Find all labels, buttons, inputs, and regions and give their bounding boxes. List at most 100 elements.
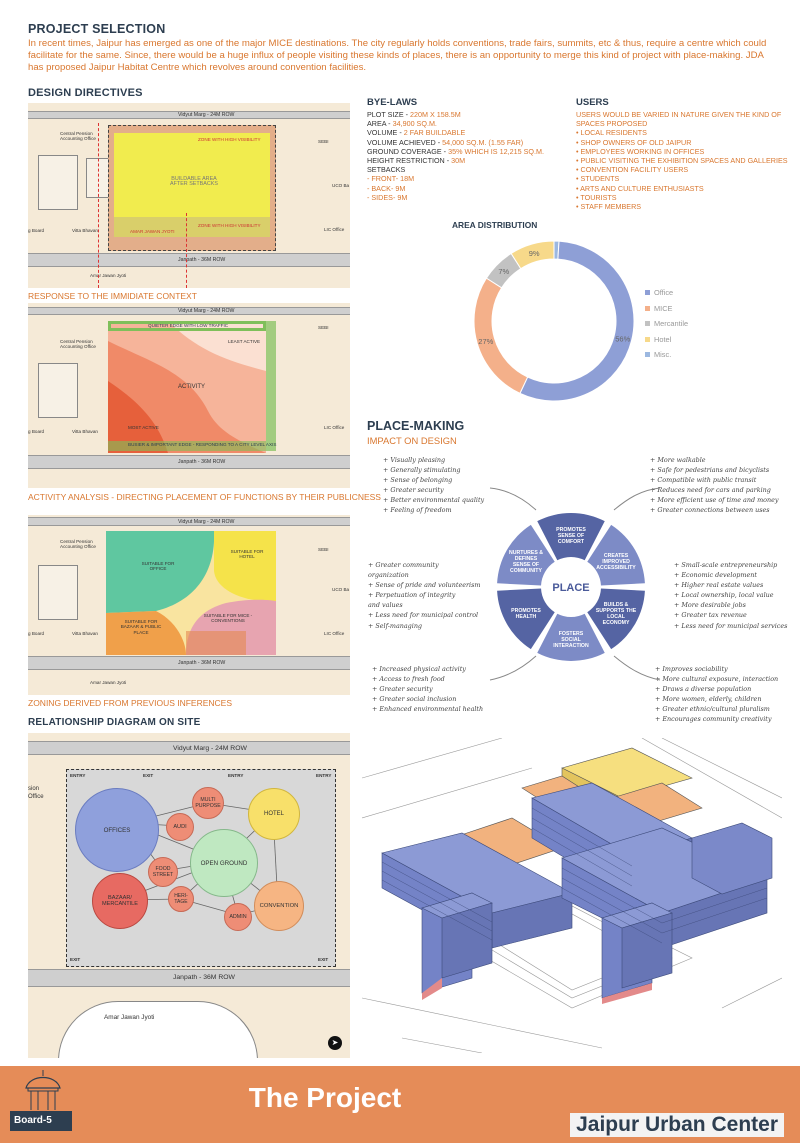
users-list: USERS WOULD BE VARIED IN NATURE GIVEN TH…: [576, 110, 791, 211]
user-item: SPACES PROPOSED: [576, 119, 648, 129]
user-item: USERS WOULD BE VARIED IN NATURE GIVEN TH…: [576, 110, 782, 119]
bye-law-item: VOLUME - 2 FAR BUILDABLE: [367, 128, 466, 138]
chhatri-icon: [25, 1070, 61, 1110]
chart-title: AREA DISTRIBUTION: [452, 220, 538, 230]
vidyut-road: [28, 517, 350, 526]
list-top-left: + Visually pleasing + Generally stimulati…: [383, 456, 485, 515]
legend-label: Hotel: [654, 334, 672, 344]
label-pension: Central Pension Accounting Office: [60, 131, 96, 142]
legend-item: MICE: [645, 301, 688, 317]
legend-label: Mercantile: [654, 319, 689, 329]
janpath-road: [28, 656, 350, 670]
bubble-multipurpose: MULTI PURPOSE: [192, 787, 224, 819]
road-label-vidyut: Vidyut Marg - 24M ROW: [178, 519, 235, 525]
entry-1: ENTRY: [70, 773, 86, 778]
vidyut-road: [28, 111, 350, 119]
place-making-subtitle: IMPACT ON DESIGN: [367, 435, 457, 446]
label-vitta: Vitta Bhavan: [72, 228, 98, 233]
pie-value-label: 27%: [478, 337, 493, 346]
axis-line: [186, 213, 187, 288]
wheel-segment-label: CREATES IMPROVED ACCESSIBILITY: [596, 553, 636, 571]
bubble-open-ground: OPEN GROUND: [190, 829, 258, 897]
wheel-segment: [497, 588, 555, 650]
label-pension: Central Pension Accounting Office: [60, 339, 96, 350]
zoning-map-panel: Vidyut Marg - 24M ROW Janpath - 36M ROW …: [28, 515, 350, 695]
footer-title: The Project: [248, 1082, 402, 1113]
road-label-janpath: Janpath - 36M ROW: [178, 660, 226, 666]
user-item: • TOURISTS: [576, 192, 617, 202]
user-item: • PUBLIC VISITING THE EXHIBITION SPACES …: [576, 156, 788, 166]
entry-3: ENTRY: [316, 773, 332, 778]
entry-2: ENTRY: [228, 773, 244, 778]
legend-swatch: [645, 305, 650, 311]
legend-label: Office: [654, 288, 674, 298]
label-amar: Amar Jawan Jyoti: [90, 273, 127, 278]
label-pension: Central Pension Accounting Office: [60, 539, 96, 550]
wheel-segment-label: NURTURES & DEFINES SENSE OF COMMUNITY: [509, 550, 543, 574]
activity-map-panel: Vidyut Marg - 24M ROW Janpath - 36M ROW …: [28, 303, 350, 488]
label-lic: LIC Office: [324, 631, 345, 636]
road-label-janpath: Janpath - 36M ROW: [178, 459, 226, 465]
legend-label: Misc.: [654, 350, 672, 360]
wheel-segment: [497, 524, 555, 586]
users-title: USERS: [576, 97, 609, 108]
bye-law-item: - FRONT- 18M: [367, 174, 415, 184]
place-making-wheel: PROMOTES SENSE OF COMFORT CREATES IMPROVED AC…: [497, 513, 645, 661]
activity-label: ACTIVITY: [178, 384, 206, 390]
amar-response: AMAR JAWAN JYOTI: [130, 229, 175, 234]
hotel-zone-label: SUITABLE FOR HOTEL: [230, 549, 264, 560]
relationship-title: RELATIONSHIP DIAGRAM ON SITE: [28, 717, 201, 728]
footer-band: Board-5 The Project Jaipur Urban Center: [0, 1066, 800, 1143]
legend-item: Office: [645, 285, 688, 301]
zone-high-bottom: ZONE WITH HIGH VISIBILITY: [198, 223, 261, 228]
building-block: [38, 565, 78, 620]
relationship-diagram: Vidyut Marg - 24M ROW sion Office Janpat…: [28, 733, 350, 1058]
wheel-segment: [587, 588, 645, 650]
legend-swatch: [645, 352, 650, 358]
legend-item: Mercantile: [645, 316, 688, 332]
user-item: • STUDENTS: [576, 174, 620, 184]
label-sebi: SEBI: [318, 547, 329, 552]
janpath-road: [28, 253, 350, 267]
legend-swatch: [645, 290, 650, 296]
legend-swatch: [645, 321, 650, 327]
bye-law-item: VOLUME ACHIEVED - 54,000 SQ.M. (1.55 FAR…: [367, 137, 524, 147]
user-item: • SHOP OWNERS OF OLD JAIPUR: [576, 137, 692, 147]
user-item: • CONVENTION FACILITY USERS: [576, 165, 689, 175]
bye-law-item: GROUND COVERAGE - 35% WHICH IS 12,215 SQ…: [367, 146, 544, 156]
wheel-segment-label: BUILDS & SUPPORTS THE LOCAL ECONOMY: [596, 602, 637, 626]
pie-value-label: 9%: [529, 249, 540, 258]
pie-slice-hotel: [510, 240, 555, 270]
least-active-label: LEAST ACTIVE: [228, 339, 261, 344]
legend-label: MICE: [654, 303, 673, 313]
label-uco: UCO Ba: [332, 183, 350, 188]
user-item: • STAFF MEMBERS: [576, 202, 642, 212]
list-bottom-right: + Improves sociability + More cultural ex…: [655, 665, 779, 724]
wheel-segment-label: FOSTERS SOCIAL INTERACTION: [553, 631, 589, 649]
bye-laws-list: PLOT SIZE - 220M X 158.5M AREA - 34,900 …: [367, 110, 567, 202]
chart-legend: Office MICE Mercantile Hotel Misc.: [645, 285, 688, 363]
bye-law-item: HEIGHT RESTRICTION - 30M: [367, 156, 466, 166]
exit-3: EXIT: [318, 957, 329, 962]
building-block: [38, 155, 78, 210]
page-title: PROJECT SELECTION: [28, 22, 166, 36]
buildable-area: [114, 133, 270, 217]
north-arrow-icon: ➤: [328, 1036, 342, 1050]
road-label-vidyut: Vidyut Marg - 24M ROW: [178, 308, 235, 314]
project-name: Jaipur Urban Center: [570, 1113, 784, 1137]
exit-1: EXIT: [143, 773, 154, 778]
vidyut-road: [28, 307, 350, 315]
panel3-caption: ZONING DERIVED FROM PREVIOUS INFERENCES: [28, 698, 233, 708]
list-mid-left: + Greater community organization + Sense …: [368, 561, 481, 630]
area-distribution-chart: 56% 27% 7% 9%: [473, 240, 635, 402]
list-top-right: + More walkable + Safe for pedestrians an…: [650, 456, 779, 515]
bubble-offices: OFFICES: [75, 788, 159, 872]
intro-paragraph: In recent times, Jaipur has emerged as o…: [28, 38, 767, 73]
bubble-heritage: HERI- TAGE: [168, 886, 194, 912]
busy-edge: [108, 441, 266, 451]
wheel-segment: [587, 524, 645, 586]
label-sebi: SEBI: [318, 325, 329, 330]
label-board: g Board: [28, 429, 45, 434]
label-board: g Board: [28, 228, 45, 233]
buildable-label: BUILDABLE AREA AFTER SETBACKS: [170, 176, 218, 188]
